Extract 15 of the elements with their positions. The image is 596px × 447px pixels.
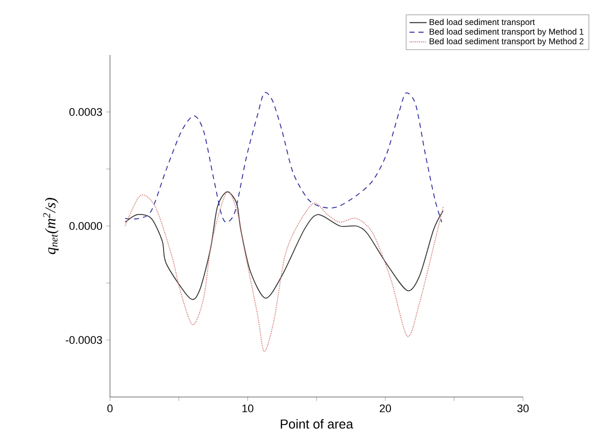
y-tick-label: 0.0000 [69, 222, 102, 230]
y-tick-label: 0.0003 [69, 108, 102, 116]
x-axis-title: Point of area [280, 419, 354, 429]
legend-label: Bed load sediment transport by Method 1 [430, 28, 584, 36]
y-tick-label: -0.0003 [66, 336, 102, 344]
line-series [124, 191, 444, 299]
line-series [124, 191, 444, 352]
x-tick-label: 30 [517, 404, 529, 412]
x-tick-label: 20 [380, 404, 391, 412]
legend-label: Bed load sediment transport by Method 2 [430, 38, 584, 46]
legend-label: Bed load sediment transport [430, 18, 535, 27]
y-axis-title: q$_{net}$(m$^{2}$/s) [43, 198, 58, 254]
x-tick-label: 10 [242, 404, 254, 412]
x-tick-label: 0 [107, 404, 113, 412]
line-series [124, 92, 442, 223]
